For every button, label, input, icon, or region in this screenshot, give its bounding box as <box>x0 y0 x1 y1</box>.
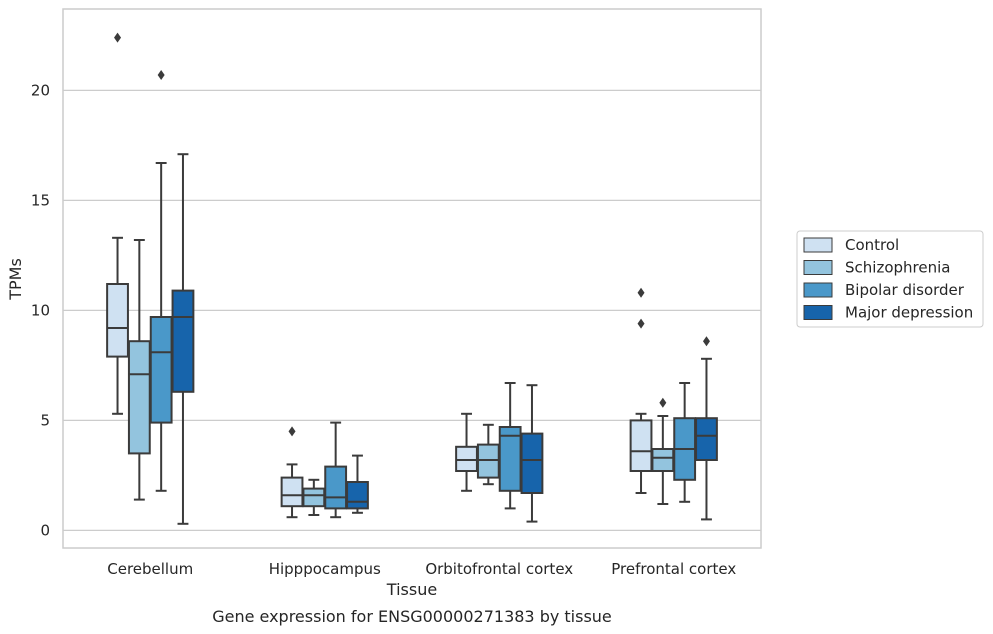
box-group <box>346 454 369 514</box>
box <box>651 448 675 472</box>
legend-label: Schizophrenia <box>845 259 950 277</box>
y-tick-label: 10 <box>31 301 50 319</box>
x-tick-label: Hipppocampus <box>269 560 381 578</box>
figure-caption: Gene expression for ENSG00000271383 by t… <box>212 607 612 626</box>
y-tick-label: 5 <box>40 411 50 429</box>
box-group <box>171 153 195 525</box>
box-group <box>520 384 544 523</box>
legend-label: Control <box>845 236 899 254</box>
outlier-point <box>659 397 667 408</box>
legend-swatch <box>803 237 833 253</box>
x-tick-label: Cerebellum <box>107 560 193 578</box>
box-group <box>127 239 151 501</box>
box-group <box>324 421 348 519</box>
legend-label: Bipolar disorder <box>845 281 965 299</box>
box <box>520 432 544 495</box>
legend-swatch <box>803 282 833 298</box>
x-tick-label: Prefrontal cortex <box>611 560 736 578</box>
box <box>302 487 326 508</box>
x-axis-title: Tissue <box>386 580 437 599</box>
outlier-point <box>702 336 710 347</box>
outlier-point <box>157 70 165 80</box>
legend-frame <box>796 230 984 328</box>
outlier-point <box>637 287 645 298</box>
outlier-point <box>637 318 645 329</box>
box-group <box>651 397 675 505</box>
box <box>106 283 129 358</box>
box <box>127 340 151 455</box>
y-tick-label: 15 <box>31 191 50 209</box>
box <box>455 445 478 472</box>
box-group <box>673 382 697 503</box>
box-group <box>302 478 326 516</box>
outlier-point <box>288 426 296 437</box>
box <box>324 465 348 510</box>
box-group <box>106 32 129 415</box>
y-tick-label: 20 <box>31 81 50 99</box>
box <box>280 476 304 508</box>
y-tick-label: 0 <box>40 521 50 539</box>
plot-frame <box>62 8 762 549</box>
legend: Control Schizophrenia Bipolar disorder Majo… <box>796 230 984 328</box>
legend-swatch <box>803 305 833 320</box>
x-tick-labels: Cerebellum Hipppocampus Orbitofrontal cort… <box>107 560 736 578</box>
box <box>629 419 653 472</box>
x-tick-label: Orbitofrontal cortex <box>425 560 573 578</box>
box-group <box>280 426 304 519</box>
box <box>171 289 195 393</box>
box-plots <box>106 32 718 525</box>
box <box>476 443 500 479</box>
legend-label: Major depression <box>845 304 973 322</box>
y-axis-title: TPMs <box>6 258 25 301</box>
box-group <box>476 423 500 486</box>
legend-swatch <box>803 260 833 275</box>
box-group <box>629 287 653 494</box>
legend-items: Control Schizophrenia Bipolar disorder Majo… <box>803 236 973 322</box>
box-group <box>455 412 478 492</box>
box-group <box>498 382 522 510</box>
y-tick-labels: 0 5 10 15 20 <box>31 81 50 539</box>
box <box>149 316 173 424</box>
box <box>346 481 369 510</box>
box-group <box>695 336 718 521</box>
box <box>695 417 718 462</box>
box-group <box>149 70 173 492</box>
outlier-point <box>114 32 122 43</box>
